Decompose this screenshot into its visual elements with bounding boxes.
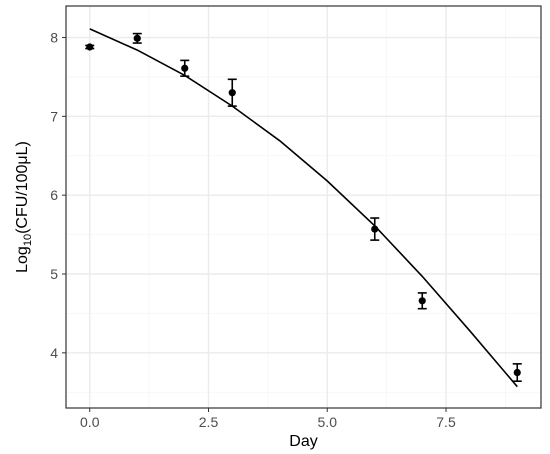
x-tick-label: 0.0 bbox=[80, 414, 100, 430]
data-point bbox=[227, 78, 237, 107]
y-tick-label: 7 bbox=[50, 108, 58, 124]
point-marker bbox=[228, 89, 236, 97]
y-axis-title-subscript: 10 bbox=[22, 234, 34, 246]
point-marker bbox=[86, 43, 94, 51]
panel-border bbox=[65, 5, 542, 409]
y-tick-label: 8 bbox=[50, 30, 58, 46]
x-axis: 0.0 2.5 5.0 7.5 bbox=[80, 408, 456, 430]
x-tick-label: 2.5 bbox=[199, 414, 219, 430]
y-tick-label: 6 bbox=[50, 187, 58, 203]
data-point bbox=[85, 43, 95, 51]
major-grid bbox=[66, 6, 541, 408]
y-tick-label: 4 bbox=[50, 345, 58, 361]
data-point bbox=[370, 217, 380, 241]
x-tick-label: 7.5 bbox=[436, 414, 456, 430]
point-marker bbox=[181, 64, 189, 72]
data-point bbox=[132, 32, 142, 44]
data-point bbox=[417, 292, 427, 310]
data-point bbox=[180, 59, 190, 77]
y-axis-title: Log10(CFU/100μL) bbox=[14, 141, 34, 273]
x-axis-title: Day bbox=[289, 433, 317, 450]
data-points-group bbox=[85, 32, 522, 383]
y-axis-title-prefix: Log bbox=[14, 246, 31, 273]
fit-curve-group bbox=[89, 28, 518, 388]
point-marker bbox=[513, 368, 521, 377]
y-tick-label: 5 bbox=[50, 266, 58, 282]
fit-curve bbox=[89, 28, 518, 388]
point-marker bbox=[371, 225, 379, 233]
data-point bbox=[512, 363, 522, 383]
point-marker bbox=[418, 297, 426, 305]
y-axis-title-suffix: (CFU/100μL) bbox=[14, 141, 31, 234]
minor-grid bbox=[66, 6, 541, 408]
x-tick-label: 5.0 bbox=[318, 414, 338, 430]
y-axis: 4 5 6 7 8 bbox=[50, 30, 66, 361]
point-marker bbox=[133, 34, 141, 42]
